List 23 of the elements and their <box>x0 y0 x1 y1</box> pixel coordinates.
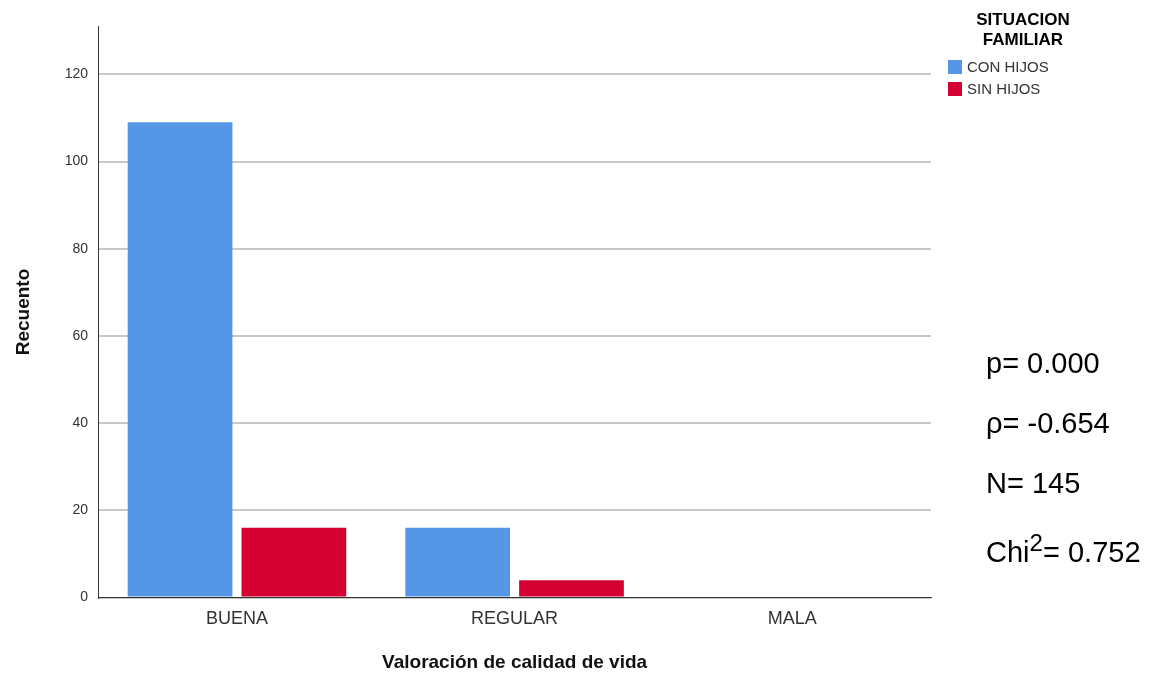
text: ρ= -0.654 <box>986 406 1111 441</box>
y-tick-label: 80 <box>72 239 89 256</box>
y-tick-label: 60 <box>72 326 89 343</box>
y-tick-label: 40 <box>72 414 89 431</box>
text: Chi$^{2}$= 0.752 <box>986 528 1141 570</box>
x-tick-label: REGULAR <box>471 608 559 629</box>
legend-label: SIN HIJOS <box>967 79 1041 99</box>
y-tick-label: 120 <box>64 65 89 82</box>
bar <box>127 122 233 597</box>
y-tick-label: 0 <box>80 588 89 605</box>
x-tick-label: MALA <box>767 608 817 629</box>
text: p= 0.000 <box>986 346 1101 381</box>
y-axis-title: Recuento <box>11 268 33 356</box>
bar <box>241 527 347 597</box>
x-axis-title: Valoración de calidad de vida <box>382 650 648 672</box>
y-tick-label: 100 <box>64 152 89 169</box>
text: N= 145 <box>986 466 1082 501</box>
x-tick-label: BUENA <box>205 608 268 629</box>
bar <box>405 527 511 597</box>
legend-title: SITUACION FAMILIAR <box>975 10 1071 50</box>
bar <box>519 580 624 597</box>
y-tick-label: 20 <box>72 501 89 518</box>
legend-label: CON HIJOS <box>967 57 1049 77</box>
